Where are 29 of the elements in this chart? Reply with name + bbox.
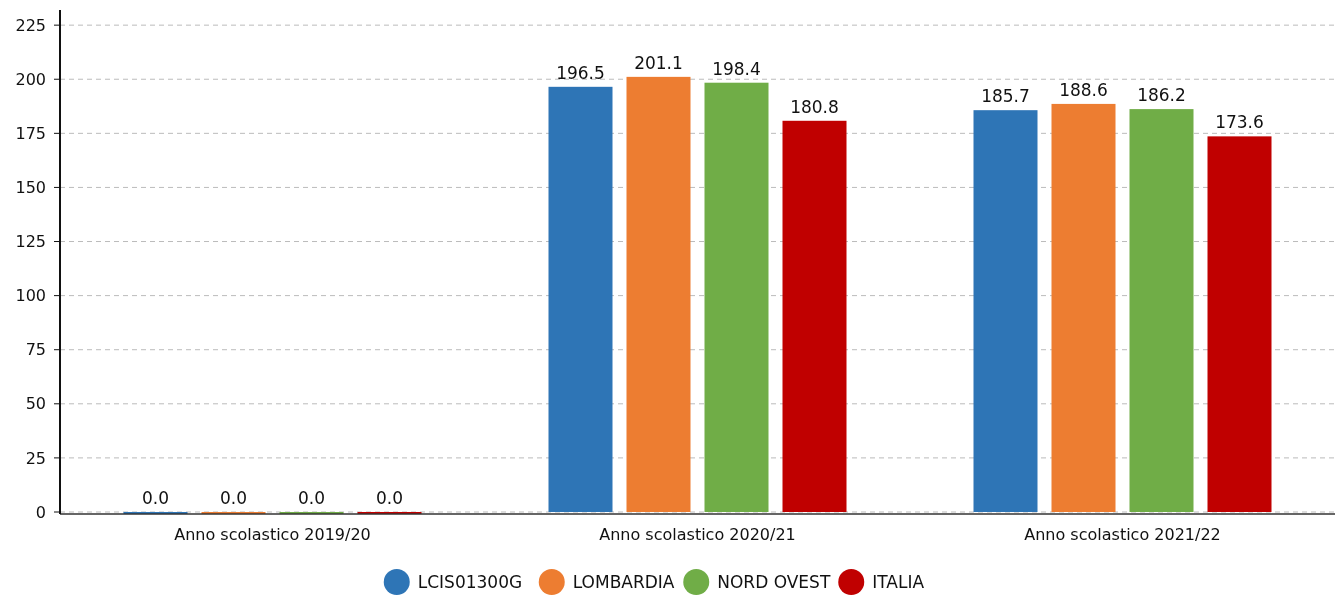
y-tick-label: 75 — [25, 340, 46, 360]
data-label: 185.7 — [981, 86, 1030, 107]
data-label: 0.0 — [375, 488, 404, 508]
data-label: 180.8 — [790, 96, 839, 117]
y-tick-label: 150 — [15, 178, 46, 198]
legend-label: NORD OVEST — [717, 572, 831, 592]
data-label: 188.6 — [1059, 79, 1108, 100]
y-tick-label: 50 — [25, 394, 46, 414]
y-tick-label: 125 — [15, 232, 46, 252]
data-label: 196.5 — [556, 62, 605, 83]
y-tick-label: 100 — [15, 286, 46, 306]
legend-label: LOMBARDIA — [572, 572, 675, 592]
x-tick-label: Anno scolastico 2020/21 — [599, 525, 796, 544]
x-tick-label: Anno scolastico 2019/20 — [174, 525, 371, 544]
legend-label: LCIS01300G — [417, 572, 523, 592]
data-label: 186.2 — [1137, 85, 1186, 106]
y-tick-label: 25 — [25, 448, 46, 468]
data-label: 0.0 — [219, 488, 248, 508]
y-tick-label: 175 — [15, 123, 46, 143]
data-label: 0.0 — [141, 488, 170, 508]
data-label: 0.0 — [297, 488, 326, 508]
data-label: 173.6 — [1215, 112, 1264, 133]
x-tick-label: Anno scolastico 2021/22 — [1024, 525, 1221, 544]
y-tick-label: 225 — [15, 15, 46, 35]
data-label: 198.4 — [712, 58, 761, 79]
y-tick-label: 200 — [15, 69, 46, 89]
y-tick-label: 0 — [35, 502, 46, 522]
legend-label: ITALIA — [872, 572, 925, 592]
data-label: 201.1 — [634, 52, 683, 73]
